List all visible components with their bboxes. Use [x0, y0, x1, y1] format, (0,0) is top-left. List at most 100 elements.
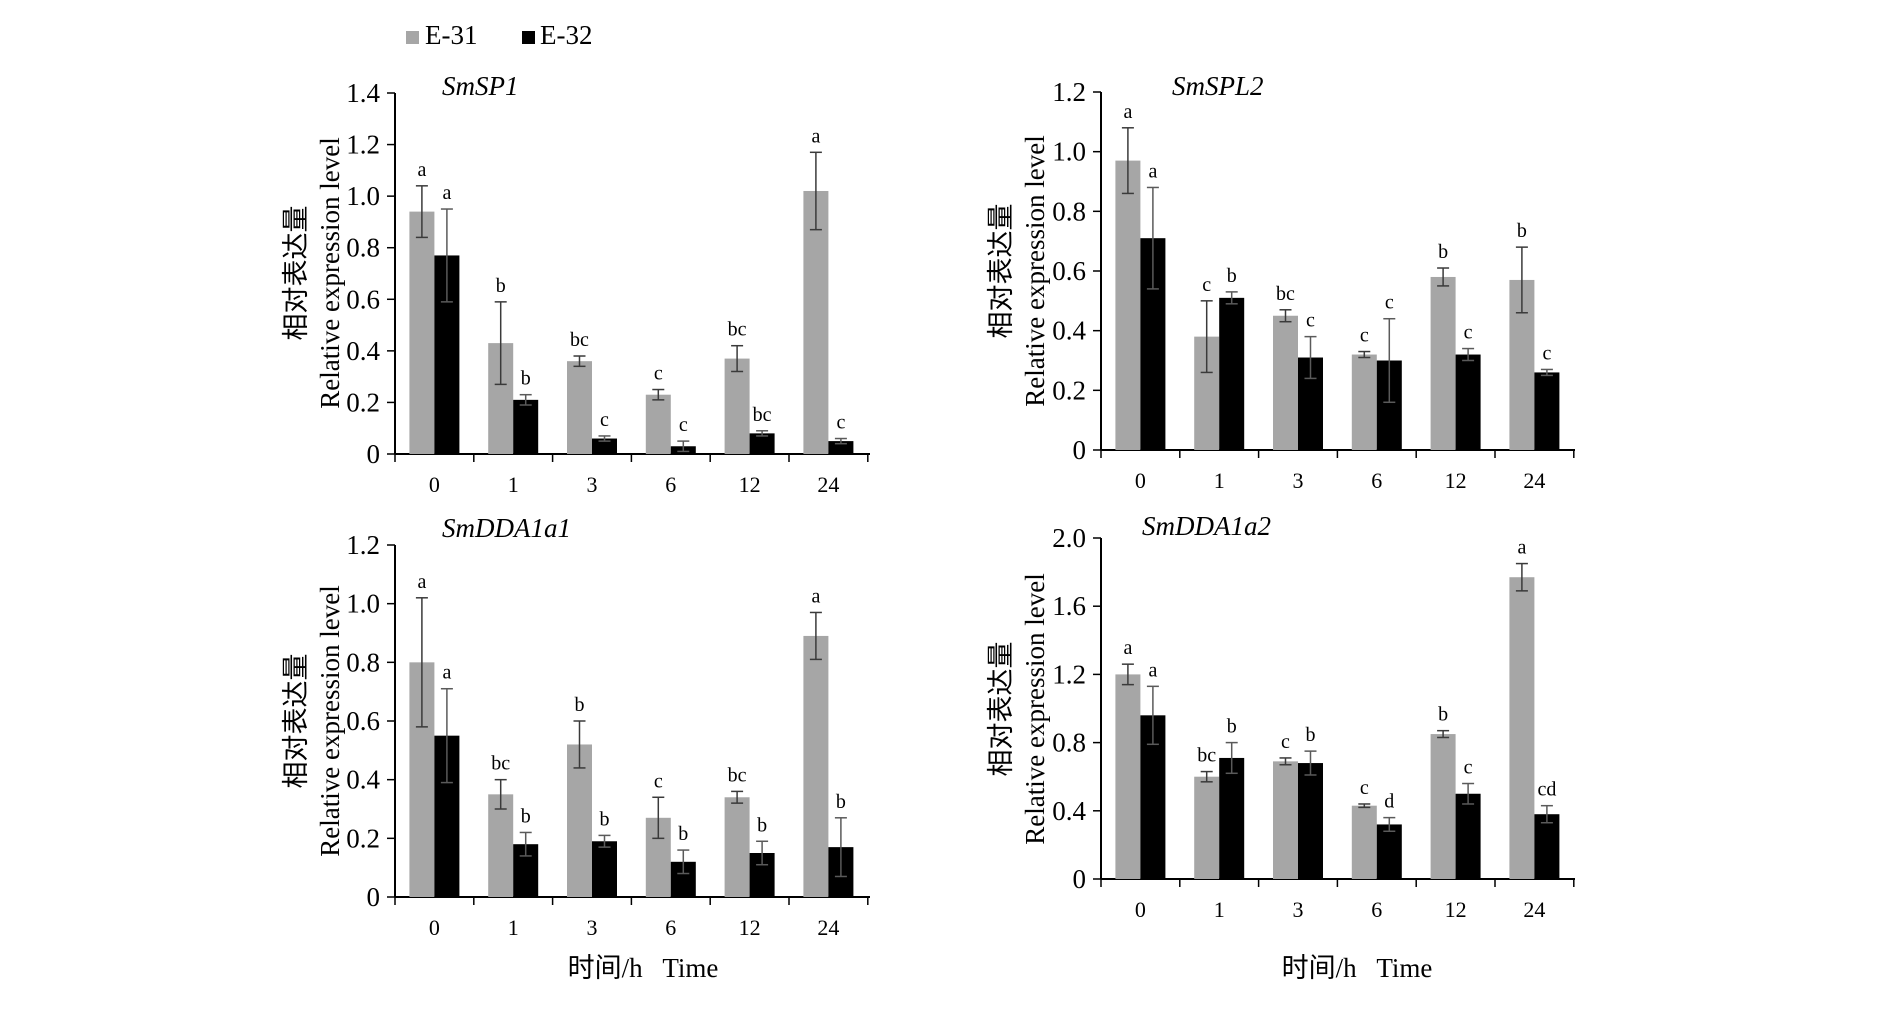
- y-tick-label: 0.4: [346, 336, 380, 366]
- significance-letter: bc: [1276, 283, 1295, 305]
- legend-swatch-e31: [406, 31, 419, 44]
- y-axis-label-zh: 相对表达量: [281, 206, 311, 341]
- bar-e-32: [1376, 824, 1402, 879]
- chart-panel-3: SmDDA1a1 相对表达量 Relative expression level 0 0…: [281, 513, 870, 940]
- significance-letter: a: [1148, 659, 1157, 681]
- y-tick-label: 1.6: [1052, 591, 1086, 621]
- y-axis-label: 相对表达量 Relative expression level: [986, 573, 1050, 844]
- bar-e-31: [1509, 577, 1535, 879]
- bar-e-32: [1219, 297, 1245, 450]
- x-tick-label: 24: [1523, 897, 1545, 922]
- x-tick-label: 6: [1371, 897, 1382, 922]
- significance-letter: b: [1227, 265, 1237, 287]
- x-tick-label: 24: [817, 915, 839, 940]
- bar-e-31: [567, 361, 592, 454]
- y-tick-label: 1.2: [346, 530, 380, 560]
- significance-letter: c: [1306, 310, 1315, 332]
- legend: E-31 E-32: [406, 20, 592, 50]
- bar-e-32: [1534, 814, 1560, 879]
- legend-label-e32: E-32: [540, 20, 592, 50]
- bar-e-31: [1351, 805, 1377, 879]
- significance-letter: c: [1542, 342, 1551, 364]
- panel-title: SmSPL2: [1172, 71, 1264, 101]
- y-tick-label: 1.2: [1052, 659, 1086, 689]
- significance-letter: c: [1464, 757, 1473, 779]
- y-axis-label-en: Relative expression level: [315, 137, 345, 408]
- significance-letter: c: [1360, 777, 1369, 799]
- x-tick-label: 3: [587, 472, 598, 497]
- x-tick-label: 6: [1371, 468, 1382, 493]
- x-axis-label-left: 时间/h Time: [568, 953, 719, 983]
- y-tick-label: 0.8: [1052, 196, 1086, 226]
- x-axis-label-right: 时间/h Time: [1282, 953, 1433, 983]
- x-tick-label: 12: [1445, 897, 1467, 922]
- significance-letter: b: [1438, 241, 1448, 263]
- x-tick-label: 12: [739, 472, 761, 497]
- bar-e-31: [1351, 354, 1377, 450]
- significance-letter: b: [678, 823, 688, 845]
- bar-e-31: [803, 635, 829, 897]
- y-tick-label: 1.2: [346, 130, 380, 160]
- x-tick-label: 1: [1214, 897, 1225, 922]
- legend-label-e31: E-31: [425, 20, 477, 50]
- bar-e-31: [1115, 160, 1141, 450]
- y-tick-label: 0.4: [1052, 316, 1086, 346]
- significance-letter: a: [1148, 160, 1157, 182]
- y-tick-label: 1.0: [346, 181, 380, 211]
- significance-letter: cd: [1537, 779, 1556, 801]
- y-tick-label: 0.8: [346, 233, 380, 263]
- y-axis-label: 相对表达量 Relative expression level: [986, 135, 1050, 406]
- x-tick-label: 0: [1135, 468, 1146, 493]
- x-tick-label: 1: [1214, 468, 1225, 493]
- y-tick-label: 0: [367, 882, 381, 912]
- significance-letter: c: [1385, 292, 1394, 314]
- significance-letter: c: [836, 412, 845, 434]
- significance-letter: bc: [728, 319, 747, 341]
- significance-letter: bc: [570, 329, 589, 351]
- bar-e-32: [513, 399, 539, 454]
- y-tick-label: 0.8: [1052, 728, 1086, 758]
- y-tick-label: 0.6: [1052, 256, 1086, 286]
- significance-letter: a: [442, 182, 451, 204]
- bar-e-32: [1219, 757, 1245, 879]
- significance-letter: c: [600, 409, 609, 431]
- y-tick-label: 0: [1073, 864, 1087, 894]
- y-tick-label: 0.8: [346, 647, 380, 677]
- chart-panel-4: SmDDA1a2 相对表达量 Relative expression level 0 0…: [986, 511, 1575, 922]
- x-tick-label: 1: [508, 915, 519, 940]
- significance-letter: c: [679, 414, 688, 436]
- y-axis-label: 相对表达量 Relative expression level: [281, 137, 345, 408]
- y-axis-label-zh: 相对表达量: [986, 642, 1016, 777]
- bar-e-31: [1430, 276, 1456, 450]
- y-axis-label-en: Relative expression level: [1020, 573, 1050, 844]
- x-tick-label: 6: [665, 472, 676, 497]
- bar-e-31: [724, 797, 750, 897]
- bar-e-31: [1273, 315, 1298, 450]
- significance-letter: a: [417, 571, 426, 593]
- y-tick-label: 1.0: [346, 589, 380, 619]
- bar-e-32: [749, 433, 775, 454]
- significance-letter: b: [757, 814, 767, 836]
- x-tick-label: 12: [1445, 468, 1467, 493]
- bar-e-31: [567, 744, 592, 897]
- significance-letter: c: [1360, 325, 1369, 347]
- bar-e-32: [828, 441, 854, 454]
- bar-e-31: [645, 394, 671, 454]
- significance-letter: b: [836, 791, 846, 813]
- significance-letter: b: [1306, 724, 1316, 746]
- significance-letter: a: [811, 125, 820, 147]
- chart-panel-1: SmSP1 相对表达量 Relative expression level 0 0.2 0…: [281, 71, 870, 497]
- y-axis-label-en: Relative expression level: [315, 585, 345, 856]
- significance-letter: a: [1517, 537, 1526, 559]
- significance-letter: c: [1281, 731, 1290, 753]
- significance-letter: bc: [753, 404, 772, 426]
- x-tick-label: 6: [665, 915, 676, 940]
- y-tick-label: 1.2: [1052, 77, 1086, 107]
- y-axis-label-en: Relative expression level: [1020, 135, 1050, 406]
- significance-letter: b: [1517, 220, 1527, 242]
- y-axis-label: 相对表达量 Relative expression level: [281, 585, 345, 856]
- x-tick-label: 3: [587, 915, 598, 940]
- y-tick-label: 0.2: [346, 823, 380, 853]
